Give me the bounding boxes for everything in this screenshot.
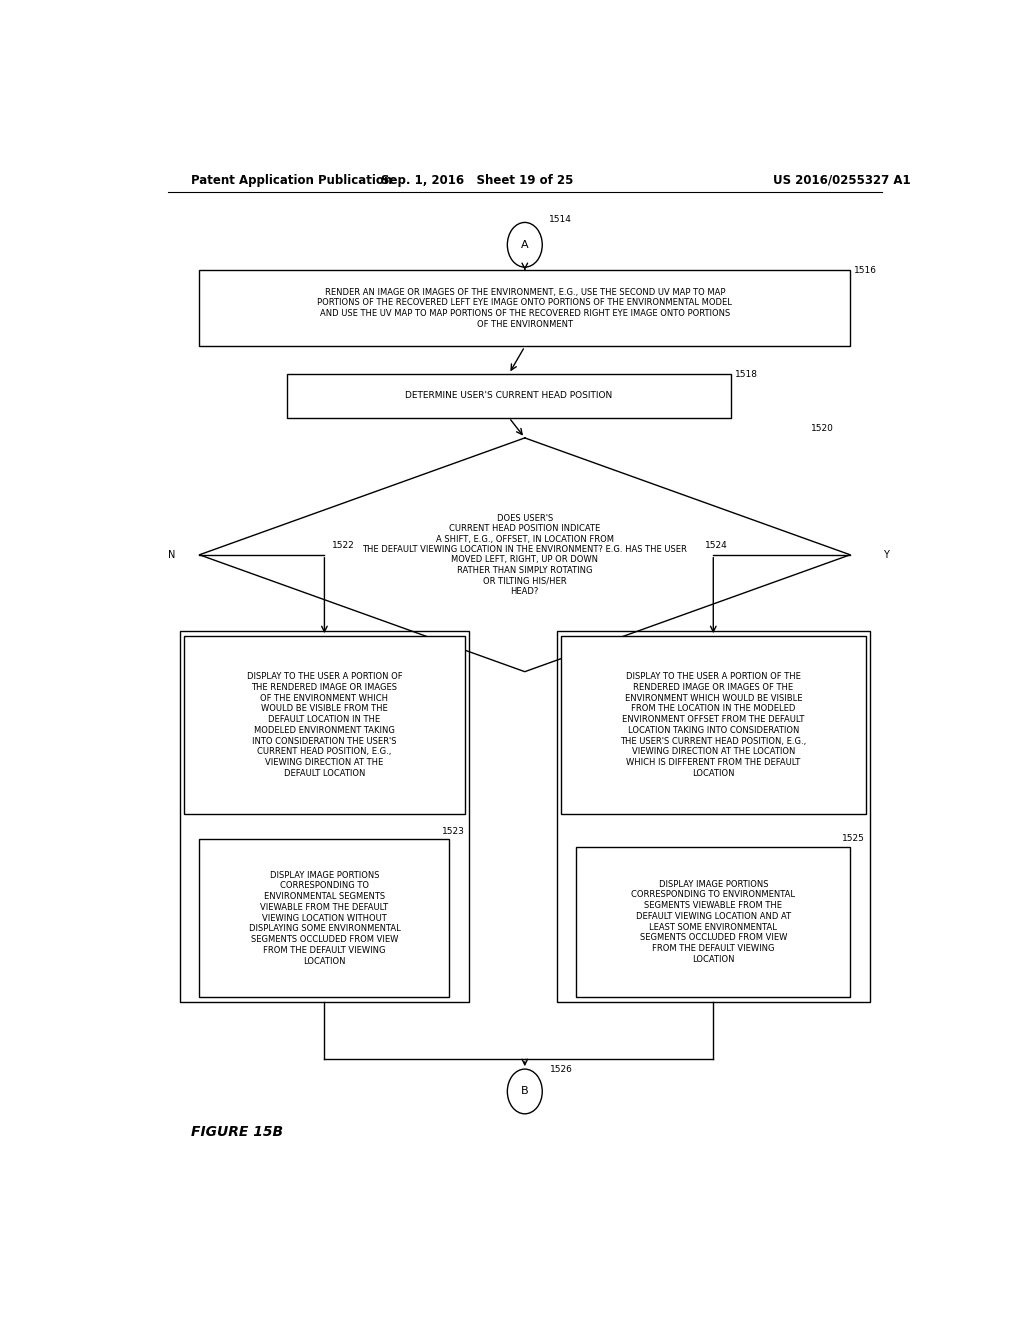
Text: 1522: 1522 [333,541,355,549]
Text: Patent Application Publication: Patent Application Publication [191,174,393,186]
Bar [577,846,850,997]
Text: 1524: 1524 [706,541,728,549]
Bar [287,374,731,417]
Text: DISPLAY TO THE USER A PORTION OF
THE RENDERED IMAGE OR IMAGES
OF THE ENVIRONMENT: DISPLAY TO THE USER A PORTION OF THE REN… [247,672,402,777]
Text: DOES USER'S
CURRENT HEAD POSITION INDICATE
A SHIFT, E.G., OFFSET, IN LOCATION FR: DOES USER'S CURRENT HEAD POSITION INDICA… [362,513,687,595]
Text: B: B [521,1086,528,1097]
Text: DISPLAY IMAGE PORTIONS
CORRESPONDING TO ENVIRONMENTAL
SEGMENTS VIEWABLE FROM THE: DISPLAY IMAGE PORTIONS CORRESPONDING TO … [631,879,796,964]
Text: 1525: 1525 [842,834,865,843]
Text: 1526: 1526 [550,1065,573,1074]
Bar [200,271,850,346]
Text: 1514: 1514 [549,215,571,224]
Bar [183,636,465,814]
Text: 1518: 1518 [735,370,758,379]
Bar [560,636,866,814]
Text: US 2016/0255327 A1: US 2016/0255327 A1 [773,174,911,186]
Bar [557,631,870,1002]
Polygon shape [200,438,850,672]
Text: RENDER AN IMAGE OR IMAGES OF THE ENVIRONMENT, E.G., USE THE SECOND UV MAP TO MAP: RENDER AN IMAGE OR IMAGES OF THE ENVIRON… [317,288,732,329]
Text: Sep. 1, 2016   Sheet 19 of 25: Sep. 1, 2016 Sheet 19 of 25 [381,174,573,186]
Bar [179,631,469,1002]
Text: DISPLAY TO THE USER A PORTION OF THE
RENDERED IMAGE OR IMAGES OF THE
ENVIRONMENT: DISPLAY TO THE USER A PORTION OF THE REN… [621,672,807,777]
Circle shape [507,223,543,267]
Text: A: A [521,240,528,249]
Text: Y: Y [883,550,889,560]
Bar [200,840,450,997]
Text: 1520: 1520 [810,424,834,433]
Circle shape [507,1069,543,1114]
Text: DETERMINE USER'S CURRENT HEAD POSITION: DETERMINE USER'S CURRENT HEAD POSITION [406,391,612,400]
Text: 1516: 1516 [854,267,878,276]
Text: 1523: 1523 [441,828,464,837]
Text: N: N [168,550,175,560]
Text: DISPLAY IMAGE PORTIONS
CORRESPONDING TO
ENVIRONMENTAL SEGMENTS
VIEWABLE FROM THE: DISPLAY IMAGE PORTIONS CORRESPONDING TO … [249,871,400,966]
Text: FIGURE 15B: FIGURE 15B [191,1125,284,1139]
